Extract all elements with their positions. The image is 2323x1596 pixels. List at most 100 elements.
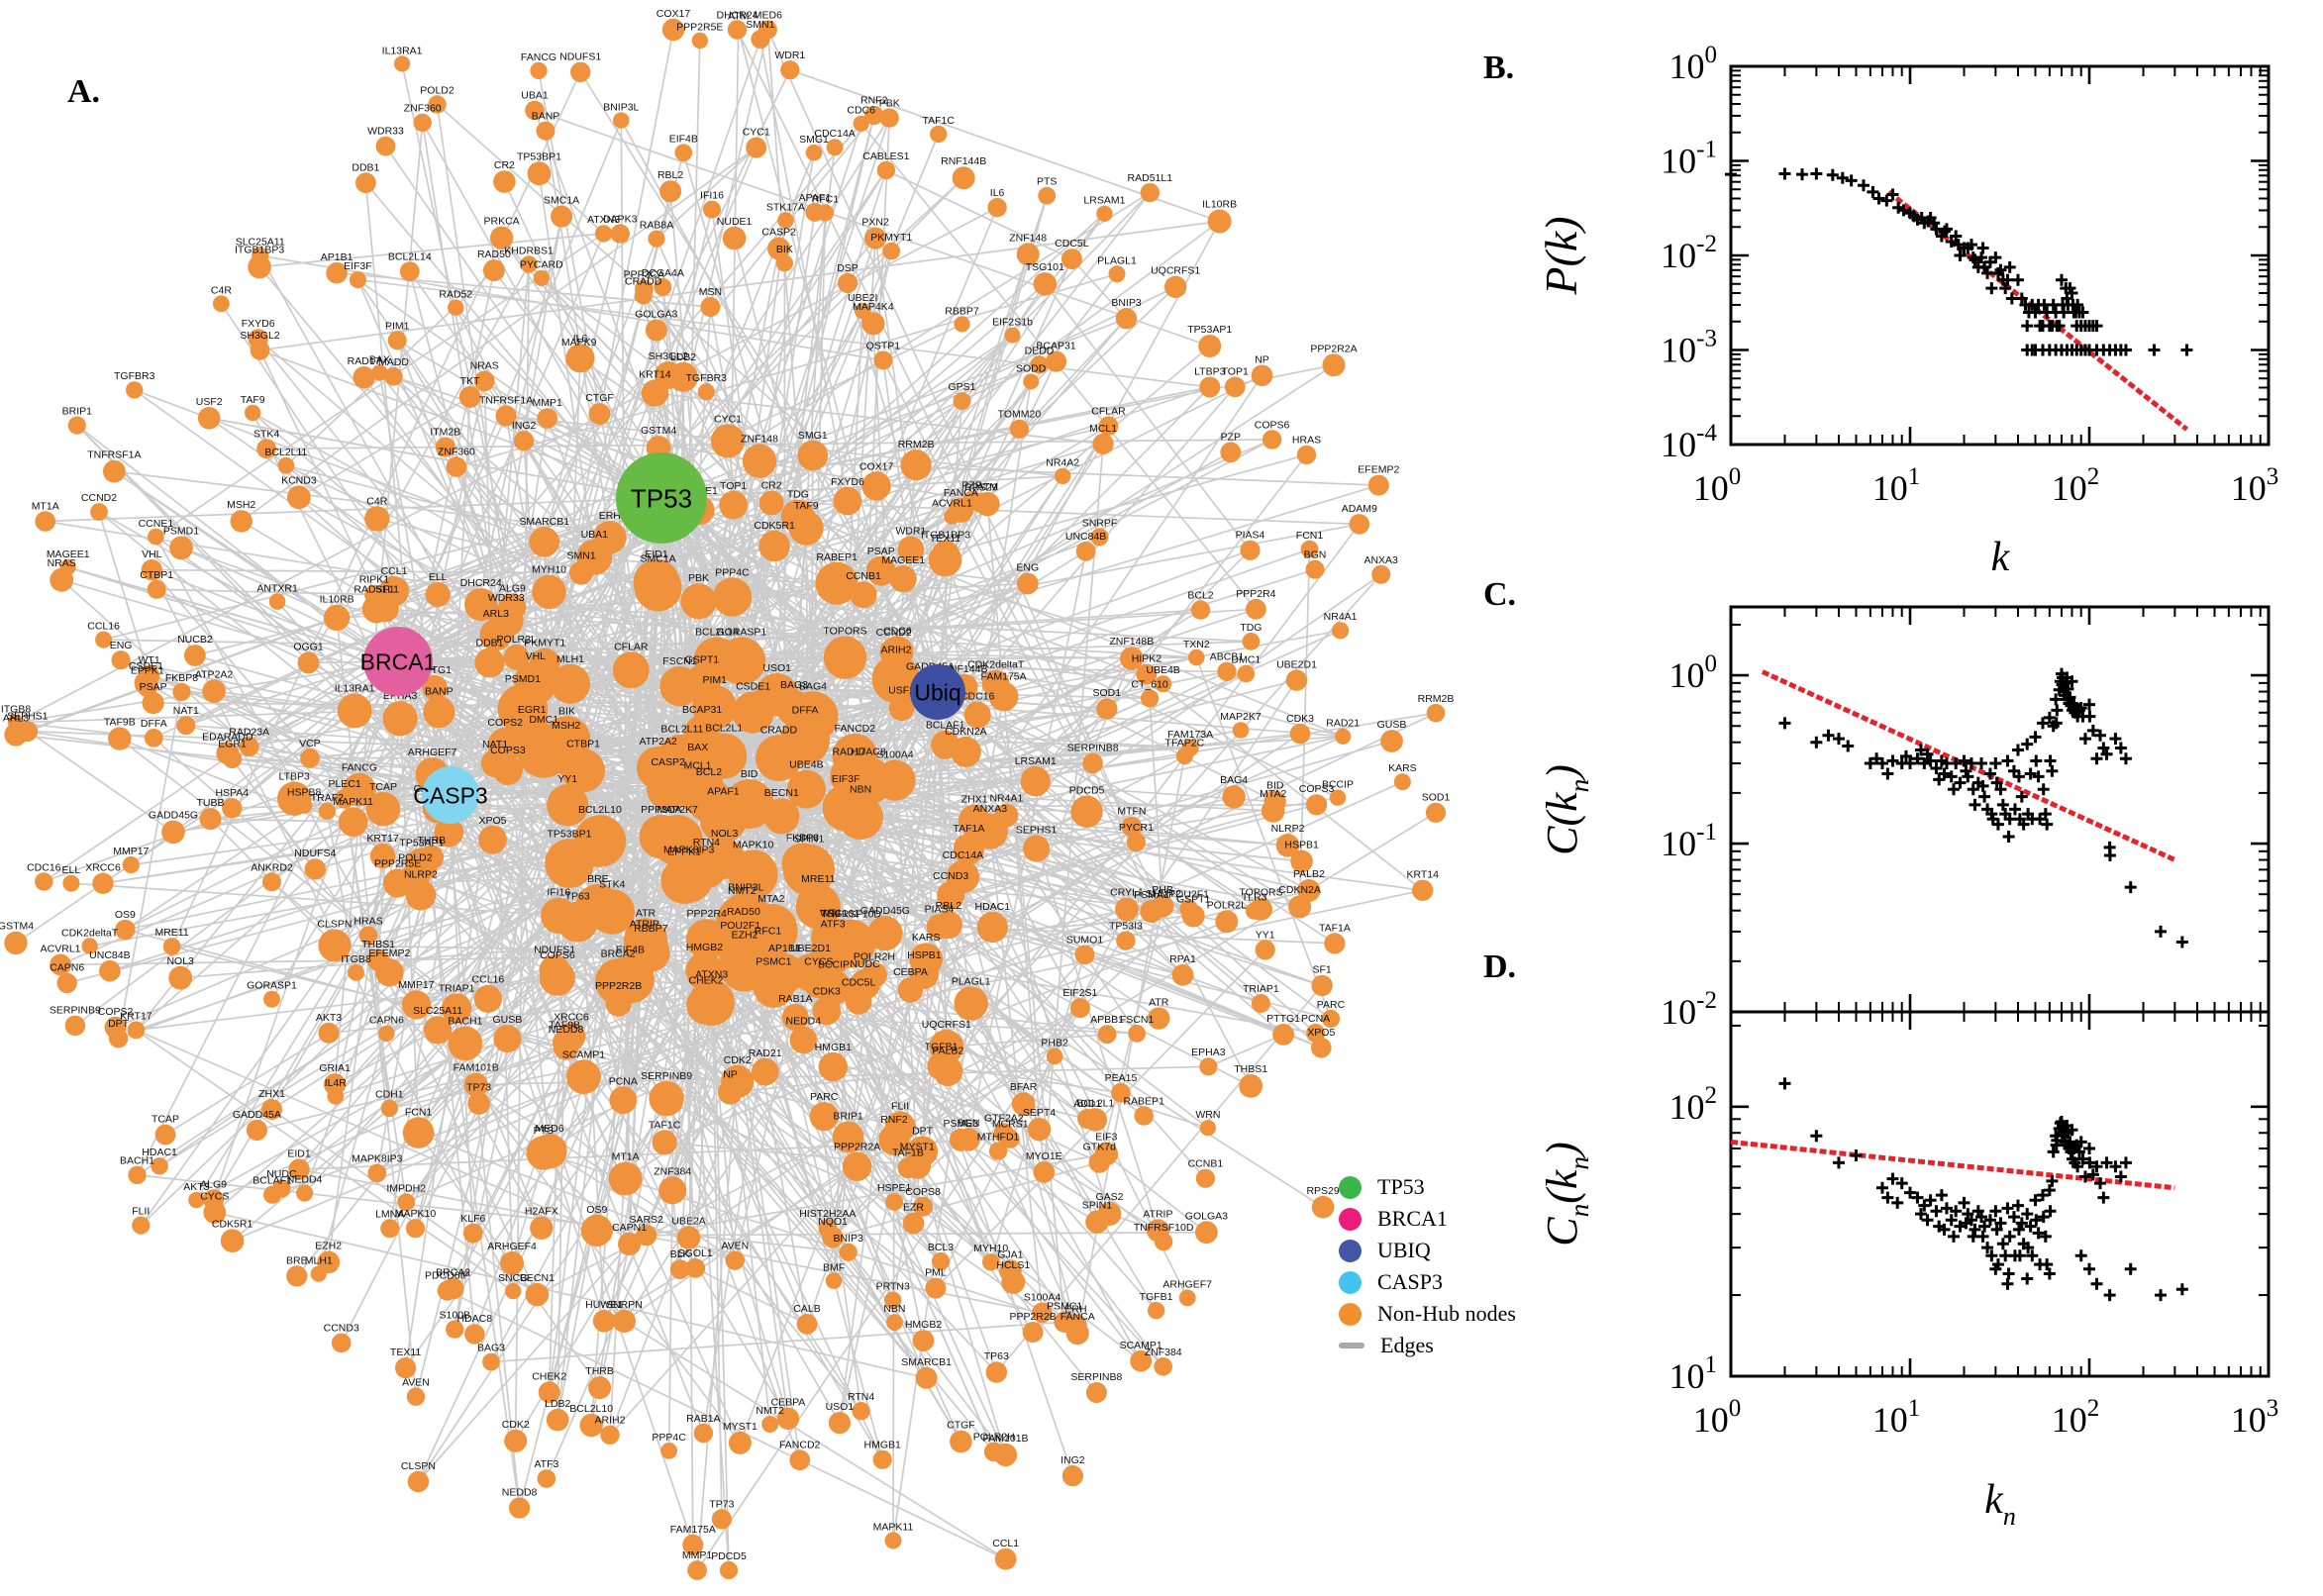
network-edge — [872, 323, 919, 1166]
network-edge — [623, 1320, 1007, 1560]
data-point — [2148, 344, 2161, 356]
network-edge — [554, 969, 1043, 1314]
x-tick-label: 100 — [1693, 1395, 1742, 1440]
x-tick-label: 102 — [2052, 463, 2100, 508]
data-point — [2021, 320, 2034, 333]
network-edge — [643, 288, 978, 716]
network-edge — [538, 172, 605, 235]
network-edge — [303, 863, 423, 1194]
data-point — [2029, 731, 2042, 744]
network-edge — [549, 1149, 690, 1239]
data-point — [2011, 744, 2024, 756]
node-swatch-icon — [1339, 1270, 1362, 1294]
y-tick-label: 100 — [1669, 650, 1718, 695]
fit-line — [1761, 669, 2176, 862]
data-point — [2021, 738, 2034, 750]
network-edge — [1009, 1138, 1159, 1232]
data-point — [2041, 1258, 2054, 1271]
data-point — [2083, 1262, 2095, 1275]
network-edge — [392, 375, 1164, 1367]
axis-title-ckn: C(kn) — [1538, 764, 1594, 855]
data-point — [2011, 273, 2024, 286]
axis-box — [1729, 64, 2271, 447]
data-point — [1832, 1156, 1845, 1169]
axis-title-cnkn: Cn(kn) — [1538, 1142, 1594, 1246]
data-point — [1989, 756, 2002, 769]
legend-label: Non-Hub nodes — [1377, 1301, 1516, 1326]
data-point — [2090, 1277, 2103, 1290]
data-point — [2119, 752, 2132, 765]
data-point — [1996, 798, 2009, 811]
data-point — [1845, 174, 1858, 187]
network-edge — [833, 118, 891, 1281]
y-tick-label: 10-4 — [1661, 420, 1717, 464]
data-point — [2103, 849, 2116, 862]
data-point — [2001, 1202, 2014, 1215]
data-point — [2124, 881, 2137, 894]
x-tick-label: 102 — [2052, 1395, 2100, 1440]
data-point — [1872, 192, 1885, 205]
data-point — [1921, 1214, 1934, 1227]
data-point — [2002, 1267, 2015, 1280]
node-swatch-icon — [1339, 1175, 1362, 1199]
edge-swatch-icon — [1339, 1343, 1364, 1348]
network-edge — [117, 691, 183, 1039]
data-point — [2007, 1211, 2020, 1224]
data-point — [1778, 717, 1791, 730]
data-point — [2155, 925, 2168, 938]
y-tick-label: 10-1 — [1661, 819, 1717, 863]
network-edge — [15, 722, 174, 834]
data-point — [1930, 1205, 1943, 1218]
panel-label-b: B. — [1483, 50, 1515, 86]
network-edge — [973, 549, 1252, 822]
x-tick-label: 101 — [1872, 463, 1921, 508]
network-edge — [806, 924, 950, 1325]
legend-label: UBIQ — [1377, 1238, 1431, 1262]
data-point — [2002, 831, 2015, 844]
panel-label-d: D. — [1483, 948, 1517, 985]
plot-panel-c: 100 10-1 10-2 — [1661, 605, 2271, 1032]
legend-item-tp53: TP53 — [1339, 1171, 1516, 1203]
network-edge — [448, 832, 521, 1509]
network-edge — [618, 1002, 1011, 1272]
axis-title-kn: kn — [1984, 1477, 2016, 1531]
data-point — [1983, 767, 1996, 780]
data-point — [1969, 798, 1981, 811]
data-point — [1810, 736, 1823, 748]
network-edge — [124, 334, 1013, 931]
data-point — [1881, 767, 1894, 780]
data-point — [2103, 1289, 2116, 1302]
network-edge — [326, 811, 357, 973]
data-point — [1958, 754, 1970, 767]
legend-item-casp3: CASP3 — [1339, 1266, 1516, 1298]
data-point — [1935, 1189, 1948, 1202]
y-tick-label: 10-2 — [1661, 231, 1717, 275]
data-point — [2074, 1249, 2087, 1262]
data-point — [1810, 167, 1823, 180]
network-edge — [1044, 283, 1252, 551]
axis-box — [1729, 605, 2271, 1014]
network-edge — [454, 307, 734, 598]
data-point — [1954, 776, 1967, 789]
network-edge — [945, 553, 1160, 1232]
data-point — [2083, 710, 2096, 723]
network-edge — [1070, 258, 1128, 320]
data-point — [2119, 1156, 2132, 1169]
y-tick-label: 10-2 — [1661, 987, 1717, 1032]
node-swatch-icon — [1339, 1302, 1362, 1326]
data-point — [2021, 1272, 2034, 1285]
data-point — [1996, 1238, 2009, 1250]
data-point — [2030, 754, 2043, 767]
data-point — [2175, 1283, 2188, 1296]
y-tick-label: 10-3 — [1661, 326, 1717, 370]
node-swatch-icon — [1339, 1207, 1362, 1231]
data-point — [1978, 790, 1991, 803]
data-point — [2044, 1205, 2057, 1218]
data-point — [2180, 344, 2193, 356]
data-point — [1810, 1130, 1823, 1143]
network-edge — [514, 263, 530, 1442]
x-tick-label: 101 — [1872, 1395, 1921, 1440]
y-tick-label: 100 — [1669, 42, 1718, 86]
